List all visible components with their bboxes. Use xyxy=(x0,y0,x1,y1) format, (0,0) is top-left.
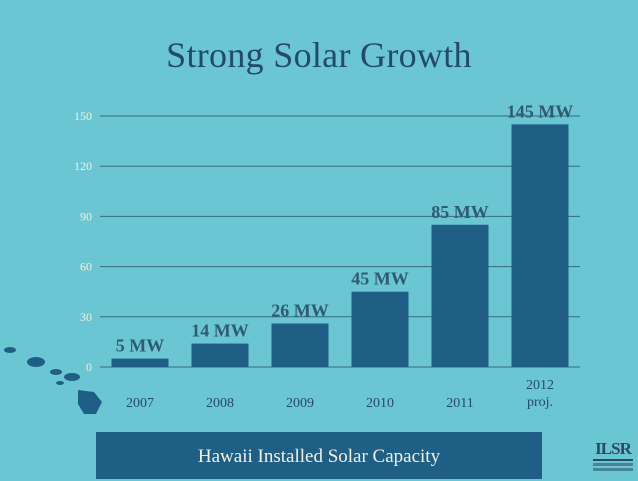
x-tick-label: 2012 xyxy=(526,378,554,393)
bar xyxy=(271,323,329,367)
bar xyxy=(431,224,489,367)
chart-title: Strong Solar Growth xyxy=(166,35,472,75)
x-tick-label: 2009 xyxy=(286,396,314,411)
bar xyxy=(351,291,409,367)
bar xyxy=(511,124,569,367)
data-label: 26 MW xyxy=(271,300,329,320)
bar xyxy=(111,358,169,367)
x-tick-label: proj. xyxy=(527,395,553,410)
ilsr-logo: ILSR xyxy=(590,440,636,473)
hawaii-islands-icon xyxy=(4,347,102,414)
y-tick-label: 90 xyxy=(80,209,92,223)
y-tick-label: 120 xyxy=(74,159,92,173)
data-label: 45 MW xyxy=(351,269,409,289)
x-tick-label: 2010 xyxy=(366,396,394,411)
y-tick-label: 150 xyxy=(74,109,92,123)
chart-caption: Hawaii Installed Solar Capacity xyxy=(197,446,441,467)
data-label: 145 MW xyxy=(507,101,574,121)
y-tick-label: 0 xyxy=(86,360,92,374)
data-label: 5 MW xyxy=(116,336,165,356)
x-tick-label: 2008 xyxy=(206,396,234,411)
x-tick-label: 2011 xyxy=(446,396,473,411)
data-label: 85 MW xyxy=(431,202,489,222)
y-tick-label: 60 xyxy=(80,260,92,274)
y-tick-label: 30 xyxy=(80,310,92,324)
data-label: 14 MW xyxy=(191,321,249,341)
caption-bar xyxy=(96,432,542,479)
x-tick-label: 2007 xyxy=(126,396,154,411)
logo-text: ILSR xyxy=(595,439,632,458)
bar xyxy=(191,343,249,367)
